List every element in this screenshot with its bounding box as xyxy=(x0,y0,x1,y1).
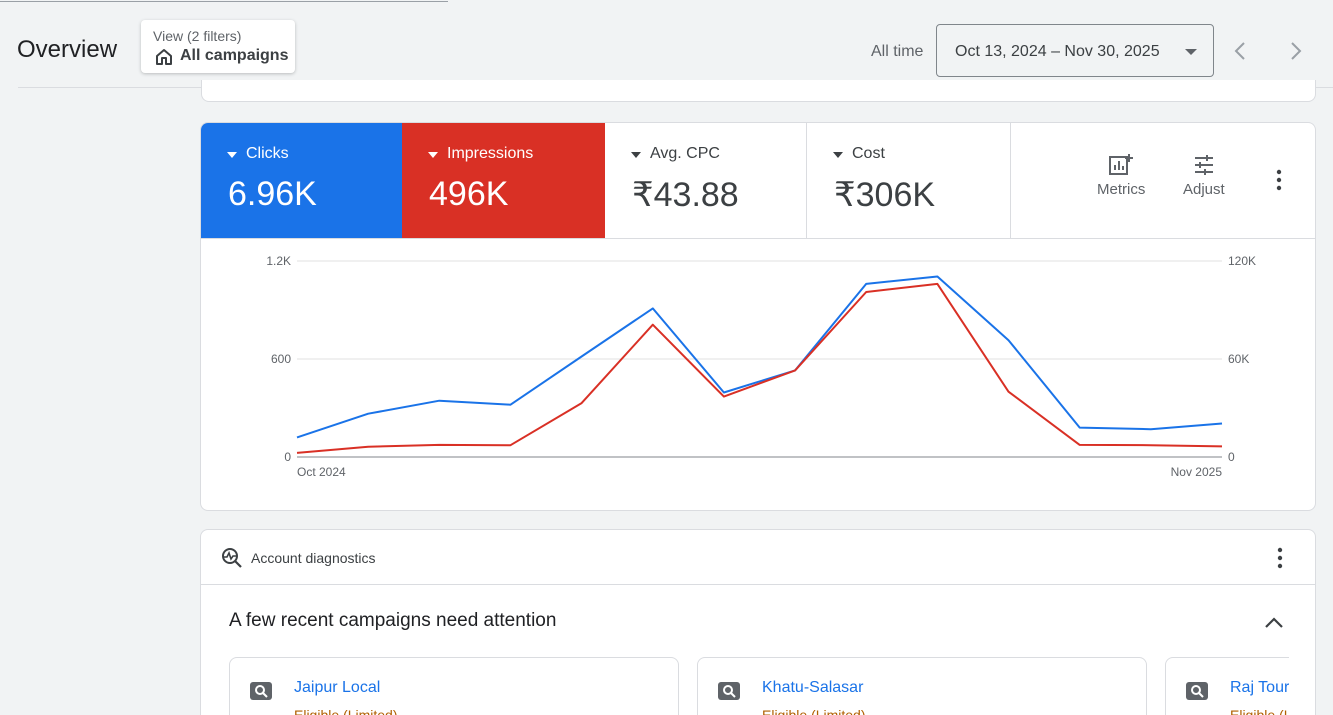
metric-value: 496K xyxy=(429,175,509,213)
campaign-card[interactable]: Jaipur Local Eligible (Limited) xyxy=(229,657,679,715)
campaign-status: Eligible (Limited) xyxy=(1230,707,1289,715)
time-range-label: All time xyxy=(871,43,924,60)
page-header: Overview View (2 filters) All campaigns … xyxy=(0,0,1333,88)
metric-tile-avg-cpc[interactable]: Avg. CPC ₹43.88 xyxy=(605,123,807,238)
metric-value: ₹306K xyxy=(834,176,936,214)
more-vert-icon[interactable] xyxy=(1277,547,1283,569)
campaign-card[interactable]: Khatu-Salasar Eligible (Limited) xyxy=(697,657,1147,715)
campaign-status: Eligible (Limited) xyxy=(294,707,398,715)
right-axis-tick-label: 60K xyxy=(1228,352,1249,366)
series-line-impressions xyxy=(296,282,1223,454)
caret-down-icon xyxy=(833,152,843,158)
view-chip-label: All campaigns xyxy=(180,47,289,64)
adjust-button-label: Adjust xyxy=(1183,181,1225,198)
metric-value: ₹43.88 xyxy=(632,176,739,214)
campaign-status: Eligible (Limited) xyxy=(762,707,866,715)
page-title: Overview xyxy=(17,36,118,63)
search-campaign-icon xyxy=(718,682,740,700)
date-range-picker[interactable]: Oct 13, 2024 – Nov 30, 2025 xyxy=(936,24,1214,77)
diagnostics-title: Account diagnostics xyxy=(251,550,376,566)
right-axis-tick-label: 120K xyxy=(1228,254,1256,268)
chevron-left-icon[interactable] xyxy=(1230,40,1252,62)
metrics-button-label: Metrics xyxy=(1097,181,1146,198)
campaign-card[interactable]: Raj Tour Eligible (Limited) xyxy=(1165,657,1289,715)
chevron-right-icon[interactable] xyxy=(1284,40,1306,62)
home-icon xyxy=(156,49,172,65)
caret-down-icon xyxy=(631,152,641,158)
series-line-clicks xyxy=(296,275,1223,439)
chevron-up-icon[interactable] xyxy=(1263,612,1285,634)
right-axis-tick-label: 0 xyxy=(1228,450,1235,464)
metrics-button[interactable]: Metrics xyxy=(1097,153,1145,198)
campaign-carousel-clip: Raj Tour Eligible (Limited) xyxy=(1165,657,1289,715)
metric-label: Cost xyxy=(852,145,885,162)
previous-card-bottom xyxy=(201,80,1316,102)
left-axis-tick-label: 1.2K xyxy=(266,254,291,268)
campaign-name-link[interactable]: Jaipur Local xyxy=(294,679,381,696)
diagnostics-icon xyxy=(222,548,242,568)
more-vert-icon[interactable] xyxy=(1276,169,1282,191)
campaign-name-link[interactable]: Khatu-Salasar xyxy=(762,679,864,696)
campaign-name-link[interactable]: Raj Tour xyxy=(1230,679,1289,696)
account-diagnostics-card: Account diagnostics A few recent campaig… xyxy=(200,529,1316,715)
adjust-button[interactable]: Adjust xyxy=(1183,153,1225,198)
metric-label: Impressions xyxy=(447,145,534,162)
left-axis-tick-label: 0 xyxy=(284,450,291,464)
metric-label: Avg. CPC xyxy=(650,145,720,162)
caret-down-icon xyxy=(227,152,237,158)
left-axis-tick-label: 600 xyxy=(271,352,291,366)
metric-tile-cost[interactable]: Cost ₹306K xyxy=(807,123,1011,238)
date-range-text: Oct 13, 2024 – Nov 30, 2025 xyxy=(955,43,1160,60)
metric-value: 6.96K xyxy=(228,175,317,213)
add-chart-icon xyxy=(1109,154,1134,175)
dropdown-caret-icon xyxy=(1185,49,1197,55)
caret-down-icon xyxy=(428,152,438,158)
top-scroll-strip xyxy=(0,0,448,2)
performance-card: Clicks 6.96K Impressions 496K Avg. CPC ₹… xyxy=(200,122,1316,511)
metric-tile-clicks[interactable]: Clicks 6.96K xyxy=(201,123,402,238)
diagnostics-divider xyxy=(201,584,1315,585)
search-campaign-icon xyxy=(1186,682,1208,700)
x-axis-end-label: Nov 2025 xyxy=(1171,465,1223,479)
tune-icon xyxy=(1194,155,1213,175)
attention-heading: A few recent campaigns need attention xyxy=(229,610,557,631)
x-axis-start-label: Oct 2024 xyxy=(297,465,346,479)
search-campaign-icon xyxy=(250,682,272,700)
performance-line-chart: 0 0 600 60K 1.2K 120K Oct 2024 Nov 2025 xyxy=(266,254,1256,479)
view-chip-subtitle: View (2 filters) xyxy=(153,28,242,44)
metric-label: Clicks xyxy=(246,145,289,162)
tiles-divider xyxy=(201,238,1315,239)
view-filter-chip[interactable]: View (2 filters) All campaigns xyxy=(141,20,295,73)
metric-tile-impressions[interactable]: Impressions 496K xyxy=(402,123,605,238)
